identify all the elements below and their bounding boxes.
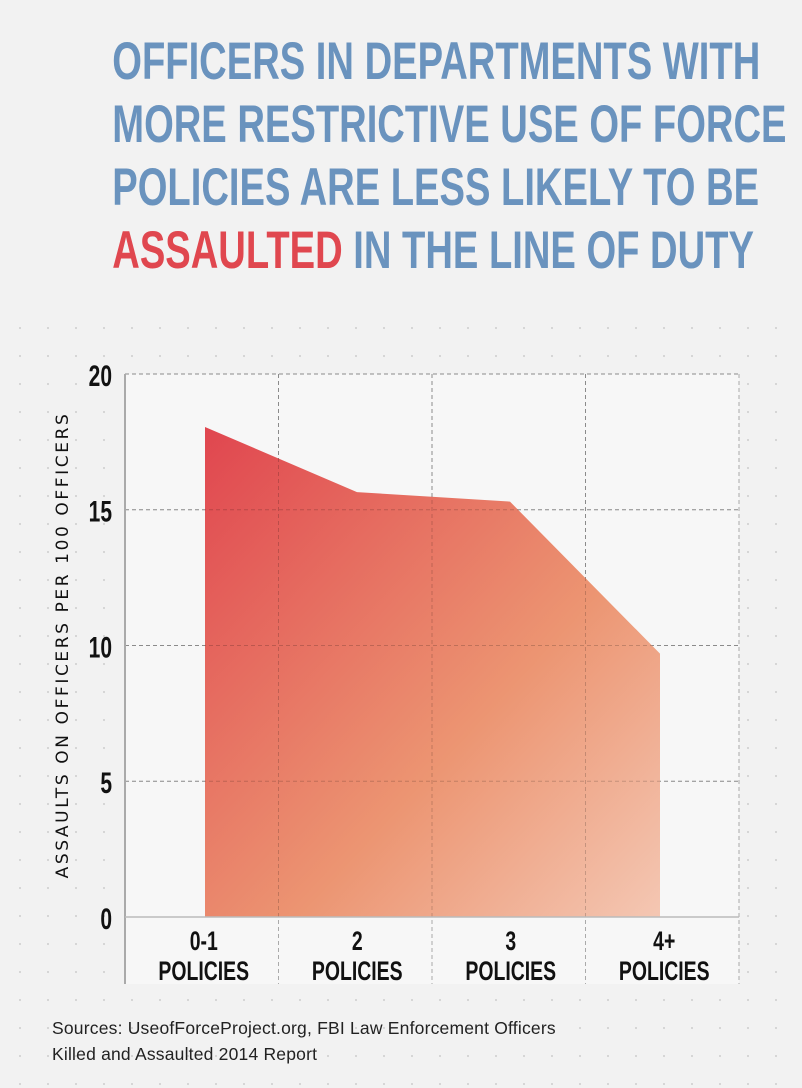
x-tick-label: POLICIES bbox=[619, 956, 710, 986]
x-tick-label: 3 bbox=[505, 926, 516, 956]
title-line: Officers in departments with bbox=[112, 32, 761, 91]
x-tick-label: 2 bbox=[352, 926, 363, 956]
title-line: Assaulted in the line of duty bbox=[112, 219, 754, 282]
y-tick-label: 0 bbox=[100, 904, 112, 936]
title-rest: in the line of duty bbox=[342, 221, 754, 280]
x-tick-label: POLICIES bbox=[312, 956, 403, 986]
chart-title: Officers in departments with more restri… bbox=[0, 30, 802, 282]
x-tick-label: POLICIES bbox=[465, 956, 556, 986]
x-tick-label: POLICIES bbox=[158, 956, 249, 986]
y-tick-label: 10 bbox=[89, 632, 112, 664]
title-line: more restrictive use of force bbox=[112, 95, 787, 154]
area-series bbox=[205, 426, 660, 917]
x-tick-label: 4+ bbox=[653, 926, 675, 956]
source-line: Killed and Assaulted 2014 Report bbox=[52, 1044, 318, 1064]
source-line: Sources: UseofForceProject.org, FBI Law … bbox=[52, 1018, 556, 1038]
title-area bbox=[0, 0, 802, 320]
title-line: policies are less likely to be bbox=[112, 158, 760, 217]
x-tick-label: 0-1 bbox=[190, 926, 218, 956]
source-note: Sources: UseofForceProject.org, FBI Law … bbox=[52, 1015, 556, 1067]
y-tick-label: 20 bbox=[89, 361, 112, 393]
y-axis-label: ASSAULTS ON OFFICERS PER 100 OFFICERS bbox=[53, 412, 73, 879]
y-tick-label: 5 bbox=[100, 768, 112, 800]
y-tick-label: 15 bbox=[89, 496, 112, 528]
title-highlight: Assaulted bbox=[112, 221, 343, 280]
